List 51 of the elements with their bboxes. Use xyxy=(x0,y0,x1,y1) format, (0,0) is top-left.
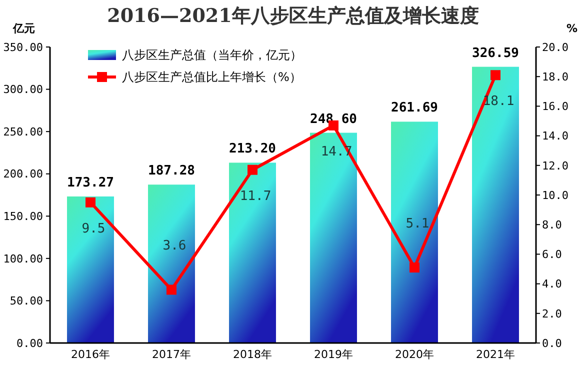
bar xyxy=(67,196,114,343)
x-tick-label: 2017年 xyxy=(152,348,191,361)
bar xyxy=(310,132,357,343)
y2-tick-label: 0.0 xyxy=(542,336,562,350)
point xyxy=(248,164,258,175)
y2-tick-label: 14.0 xyxy=(542,130,568,143)
y-axis-title: 亿元 xyxy=(12,22,35,35)
x-tick-label: 2019年 xyxy=(314,348,353,361)
point xyxy=(86,197,96,208)
y2-tick-label: 18.0 xyxy=(542,70,568,84)
data-label: 18.1 xyxy=(482,94,514,110)
point xyxy=(490,70,500,80)
bar xyxy=(229,162,276,343)
y2-tick-label: 20.0 xyxy=(542,40,568,54)
y2-tick-label: 16.0 xyxy=(542,100,568,114)
y-tick-label: 350.00 xyxy=(3,40,43,54)
bar xyxy=(391,122,438,343)
data-label: 326.59 xyxy=(472,46,519,61)
data-label: 261.69 xyxy=(391,100,438,116)
bar xyxy=(148,184,195,343)
chart-title: 2016—2021年八步区生产总值及增长速度 xyxy=(107,5,479,27)
x-tick-label: 2016年 xyxy=(71,348,110,361)
y2-tick-label: 12.0 xyxy=(542,159,568,172)
y2-tick-label: 8.0 xyxy=(542,218,562,232)
y-tick-label: 300.00 xyxy=(3,83,43,96)
data-label: 11.7 xyxy=(240,188,272,204)
y2-tick-label: 2.0 xyxy=(542,307,562,320)
y2-tick-label: 6.0 xyxy=(542,248,562,262)
y2-tick-label: 10.0 xyxy=(542,188,568,202)
y-tick-label: 50.00 xyxy=(10,294,43,308)
y-tick-label: 150.00 xyxy=(3,210,43,223)
data-label: 213.20 xyxy=(229,142,276,157)
y2-axis-title: % xyxy=(566,22,578,35)
data-label: 173.27 xyxy=(67,175,114,190)
y2-tick-label: 4.0 xyxy=(542,278,562,291)
x-tick-label: 2018年 xyxy=(233,348,272,361)
legend-label: 八步区生产总值比上年增长（%） xyxy=(122,70,302,84)
y-tick-label: 200.00 xyxy=(3,168,43,181)
data-label: 9.5 xyxy=(82,221,106,236)
legend-label: 八步区生产总值（当年价，亿元） xyxy=(122,48,302,62)
x-tick-label: 2020年 xyxy=(395,348,434,361)
x-tick-label: 2021年 xyxy=(476,348,515,361)
y-tick-label: 250.00 xyxy=(3,125,43,138)
bar xyxy=(472,66,519,343)
data-label: 5.1 xyxy=(406,216,430,232)
y-tick-label: 100.00 xyxy=(3,252,43,266)
data-label: 187.28 xyxy=(148,164,196,179)
y-tick-label: 0.00 xyxy=(16,336,43,350)
point xyxy=(166,284,176,295)
data-label: 3.6 xyxy=(162,238,186,254)
point xyxy=(410,262,420,273)
